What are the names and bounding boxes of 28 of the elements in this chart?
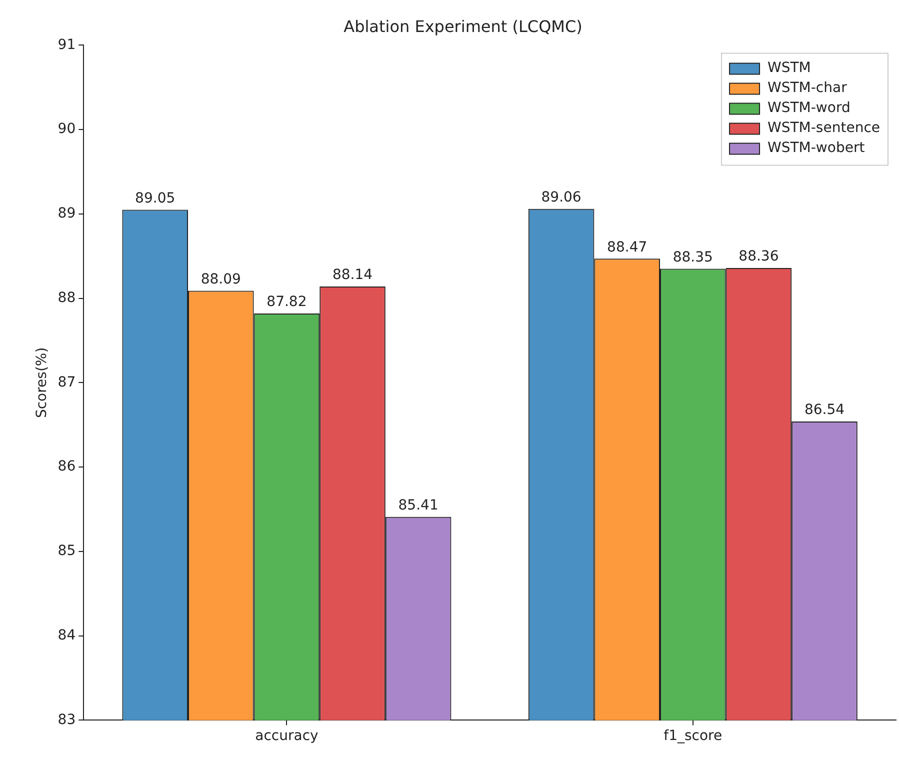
data-label: 85.41 xyxy=(398,497,438,514)
chart-title: Ablation Experiment (LCQMC) xyxy=(344,16,582,36)
legend-label: WSTM-word xyxy=(768,100,850,116)
legend-label: WSTM xyxy=(768,60,811,76)
data-label: 89.05 xyxy=(135,190,176,206)
y-axis-title: Scores(%) xyxy=(34,347,50,418)
legend-label: WSTM-sentence xyxy=(768,120,880,136)
y-tick-label: 91 xyxy=(58,36,76,53)
y-tick-label: 87 xyxy=(58,374,76,390)
x-tick-label: f1_score xyxy=(664,728,722,744)
data-label: 87.82 xyxy=(266,294,307,310)
y-tick-label: 83 xyxy=(58,712,76,728)
data-label: 88.36 xyxy=(738,248,779,265)
legend-label: WSTM-wobert xyxy=(768,140,866,156)
y-tick-label: 85 xyxy=(58,543,76,560)
data-label: 88.09 xyxy=(200,271,241,288)
data-label: 88.35 xyxy=(672,249,713,266)
y-tick-label: 84 xyxy=(58,627,76,644)
y-tick-label: 90 xyxy=(58,121,76,138)
legend-label: WSTM-char xyxy=(768,80,848,96)
data-label: 88.14 xyxy=(332,267,373,284)
data-label: 89.06 xyxy=(541,190,582,206)
y-tick-label: 86 xyxy=(58,458,76,475)
data-label: 88.47 xyxy=(607,239,648,256)
y-tick-label: 89 xyxy=(58,206,76,222)
y-tick-label: 88 xyxy=(58,290,76,306)
data-label: 86.54 xyxy=(804,402,845,418)
x-tick-label: accuracy xyxy=(255,728,318,744)
